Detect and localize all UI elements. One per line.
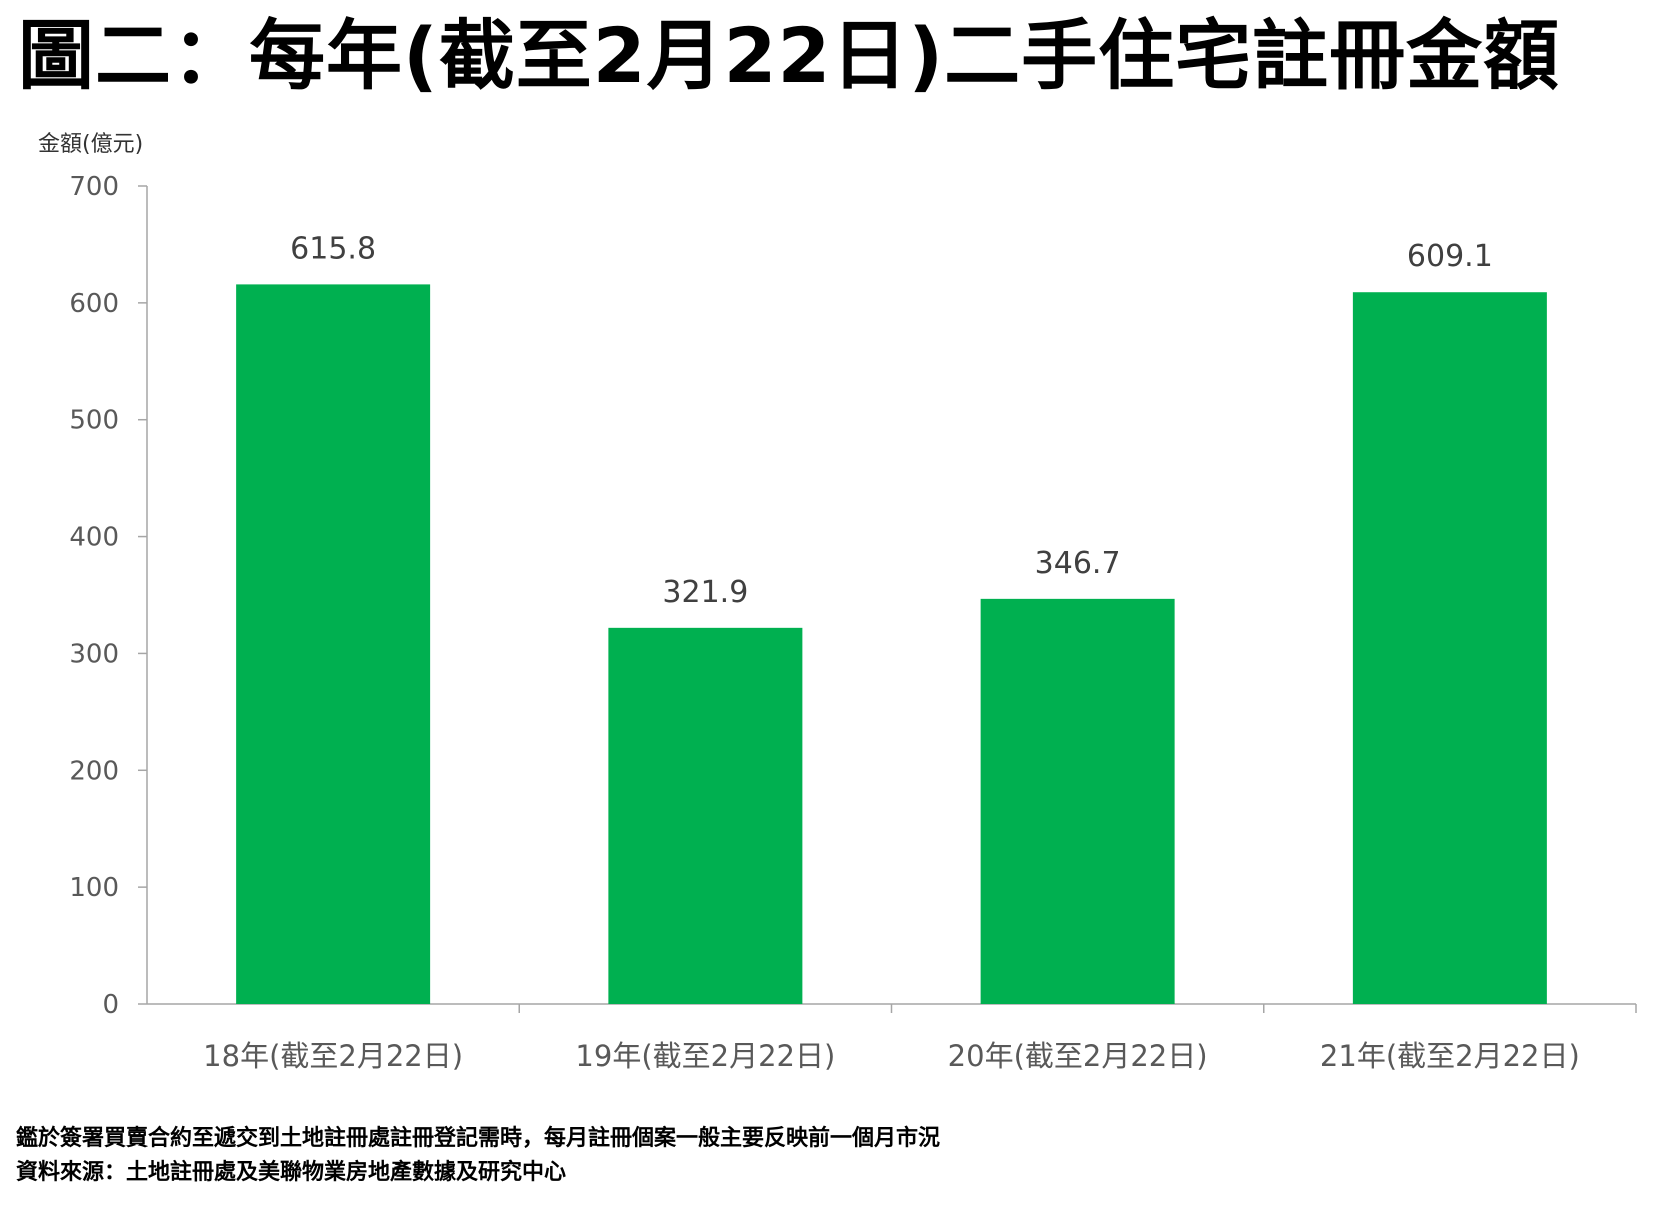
footer-source: 資料來源：土地註冊處及美聯物業房地產數據及研究中心 bbox=[16, 1160, 567, 1185]
y-tick-label: 300 bbox=[69, 639, 119, 669]
x-tick-label: 20年(截至2月22日) bbox=[948, 1039, 1208, 1073]
y-axis-label: 金額(億元) bbox=[38, 132, 144, 157]
x-tick-labels: 18年(截至2月22日) 19年(截至2月22日) 20年(截至2月22日) 21年(… bbox=[203, 1039, 1580, 1073]
y-tick-label: 600 bbox=[69, 289, 119, 319]
y-tick-label: 200 bbox=[69, 756, 119, 786]
footer: 鑑於簽署買賣合約至遞交到土地註冊處註冊登記需時，每月註冊個案一般主要反映前一個月… bbox=[16, 1122, 940, 1190]
data-label: 321.9 bbox=[662, 575, 748, 610]
y-tick-label: 0 bbox=[102, 990, 119, 1020]
bar bbox=[980, 598, 1175, 1004]
y-ticks: 0 100 200 300 400 500 600 700 bbox=[69, 172, 147, 1020]
bar bbox=[1352, 292, 1547, 1004]
y-tick-label: 700 bbox=[69, 172, 119, 202]
y-tick-label: 400 bbox=[69, 523, 119, 553]
data-label: 615.8 bbox=[290, 231, 376, 266]
footer-note: 鑑於簽署買賣合約至遞交到土地註冊處註冊登記需時，每月註冊個案一般主要反映前一個月… bbox=[16, 1126, 941, 1151]
x-tick-label: 19年(截至2月22日) bbox=[575, 1039, 835, 1073]
bars bbox=[236, 284, 1547, 1005]
data-label: 609.1 bbox=[1407, 239, 1493, 274]
y-tick-label: 100 bbox=[69, 873, 119, 903]
data-label: 346.7 bbox=[1035, 546, 1121, 581]
data-labels: 615.8 321.9 346.7 609.1 bbox=[290, 231, 1493, 609]
bar bbox=[608, 627, 803, 1004]
bar-chart: 0 100 200 300 400 500 600 700 615.8 321.9 346.7 60… bbox=[69, 172, 1637, 1073]
y-tick-label: 500 bbox=[69, 406, 119, 436]
bar bbox=[236, 284, 431, 1005]
x-tick-label: 18年(截至2月22日) bbox=[203, 1039, 463, 1073]
chart-title: 圖二：每年(截至2月22日)二手住宅註冊金額 bbox=[18, 11, 1561, 100]
x-tick-label: 21年(截至2月22日) bbox=[1320, 1039, 1580, 1073]
